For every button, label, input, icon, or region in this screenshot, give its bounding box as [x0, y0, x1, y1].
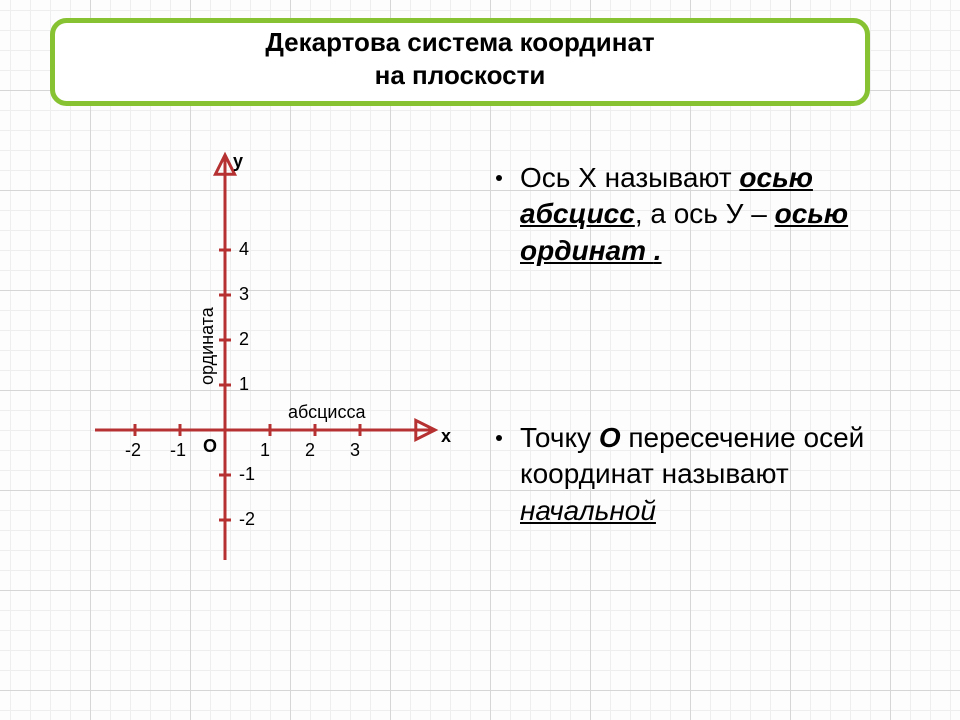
x-tick-label: 2: [305, 440, 315, 461]
axes-svg: [75, 135, 455, 580]
text-span: О: [599, 422, 621, 453]
banner-title-line1: Декартова система координат: [50, 26, 870, 59]
x-axis-label: х: [441, 426, 451, 447]
text-span: Точку: [520, 422, 599, 453]
coordinate-system: -2-1123-2-11234хуОординатаабсцисса: [75, 135, 455, 580]
bullet-icon: [496, 175, 502, 181]
y-tick-label: 3: [239, 284, 249, 305]
y-tick-label: 1: [239, 374, 249, 395]
y-tick-label: 4: [239, 239, 249, 260]
text-span: начальной: [520, 495, 656, 526]
definition-abscissa-ordinate: Ось Х называют осью абсцисс, а ось У – о…: [520, 160, 920, 269]
origin-label: О: [203, 436, 217, 457]
x-tick-label: -2: [125, 440, 141, 461]
y-tick-label: -1: [239, 464, 255, 485]
banner-title-line2: на плоскости: [50, 59, 870, 92]
y-axis-label: у: [233, 151, 243, 172]
abscissa-label: абсцисса: [288, 402, 366, 423]
x-tick-label: 3: [350, 440, 360, 461]
title-banner: Декартова система координат на плоскости: [50, 18, 870, 106]
bullet-icon: [496, 435, 502, 441]
ordinate-label: ордината: [197, 307, 218, 385]
banner-title-text: Декартова система координат на плоскости: [50, 26, 870, 91]
text-span: .: [654, 235, 662, 266]
y-tick-label: -2: [239, 509, 255, 530]
x-tick-label: -1: [170, 440, 186, 461]
text-span: [646, 235, 654, 266]
text-span: , а ось У –: [635, 198, 775, 229]
text-span: Ось Х называют: [520, 162, 739, 193]
slide-page: Декартова система координат на плоскости…: [0, 0, 960, 720]
x-tick-label: 1: [260, 440, 270, 461]
y-tick-label: 2: [239, 329, 249, 350]
definition-origin-point: Точку О пересечение осей координат назыв…: [520, 420, 920, 529]
